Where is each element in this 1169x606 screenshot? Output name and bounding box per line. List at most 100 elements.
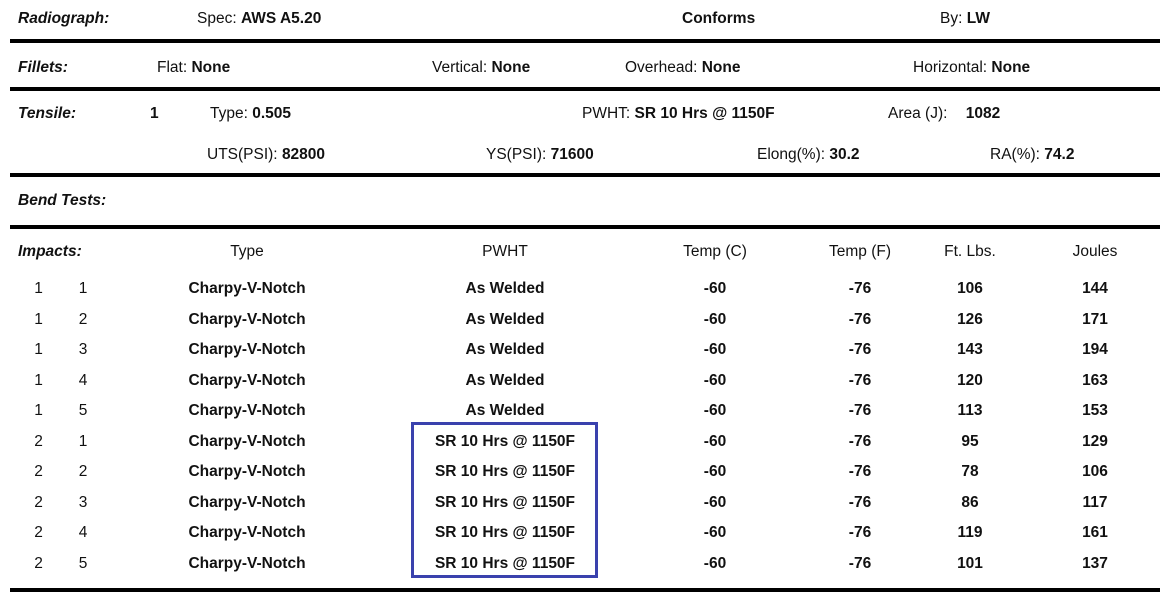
joules-cell: 161	[1082, 524, 1108, 542]
ys-value: 71600	[550, 146, 594, 163]
specimen-number-cell: 1	[78, 432, 88, 450]
overhead-label: Overhead:	[625, 59, 698, 76]
fillets-overhead-field: Overhead: None	[625, 59, 740, 77]
ft-lbs-cell: 106	[957, 280, 983, 298]
radiograph-label: Radiograph:	[18, 10, 110, 27]
temp-c-cell: -60	[703, 402, 727, 420]
specimen-number-cell: 2	[78, 463, 88, 481]
temp-f-cell: -76	[848, 432, 872, 450]
temp-f-cell: -76	[848, 310, 872, 328]
specimen-number-cell: 2	[78, 310, 88, 328]
ra-label: RA(%):	[990, 146, 1040, 163]
ft-lbs-cell: 101	[957, 554, 983, 572]
group-number-cell: 1	[34, 280, 43, 298]
pwht-cell: As Welded	[465, 280, 545, 298]
divider-1	[10, 39, 1160, 43]
col-header-type: Type	[230, 242, 264, 260]
elong-value: 30.2	[829, 146, 860, 163]
type-cell: Charpy-V-Notch	[188, 402, 306, 420]
fillets-horizontal-field: Horizontal: None	[913, 59, 1030, 77]
group-number-cell: 1	[34, 310, 43, 328]
divider-bottom	[10, 588, 1160, 592]
ft-lbs-cell: 119	[957, 524, 983, 542]
ft-lbs-cell: 95	[961, 432, 979, 450]
specimen-number-cell: 4	[78, 371, 88, 389]
joules-cell: 153	[1082, 402, 1108, 420]
bend-tests-label: Bend Tests:	[18, 192, 107, 209]
temp-c-cell: -60	[703, 493, 727, 511]
tensile-area-field: Area (J): 1082	[888, 105, 1000, 123]
type-cell: Charpy-V-Notch	[188, 493, 306, 511]
temp-f-cell: -76	[848, 402, 872, 420]
divider-2	[10, 87, 1160, 91]
spec-value: AWS A5.20	[240, 10, 322, 27]
pwht-cell-highlighted: SR 10 Hrs @ 1150F	[434, 493, 576, 511]
vertical-value: None	[491, 59, 531, 76]
tensile-pwht-field: PWHT: SR 10 Hrs @ 1150F	[582, 105, 775, 123]
group-number-cell: 2	[34, 493, 43, 511]
specimen-number-cell: 1	[78, 280, 88, 298]
temp-f-cell: -76	[848, 463, 872, 481]
fillets-label: Fillets:	[18, 59, 68, 76]
joules-cell: 144	[1082, 280, 1108, 298]
divider-3	[10, 173, 1160, 177]
ft-lbs-cell: 78	[961, 463, 979, 481]
joules-cell: 171	[1082, 310, 1108, 328]
temp-f-cell: -76	[848, 493, 872, 511]
ft-lbs-cell: 120	[957, 371, 983, 389]
flat-value: None	[191, 59, 231, 76]
type-cell: Charpy-V-Notch	[188, 432, 306, 450]
temp-c-cell: -60	[703, 554, 727, 572]
col-header-ft-lbs: Ft. Lbs.	[944, 242, 996, 260]
tensile-ra-field: RA(%): 74.2	[990, 146, 1074, 164]
type-cell: Charpy-V-Notch	[188, 310, 306, 328]
impact-row: 2 5 Charpy-V-Notch SR 10 Hrs @ 1150F -60…	[15, 549, 1160, 580]
area-label: Area (J):	[888, 105, 948, 122]
fillets-flat-field: Flat: None	[157, 59, 230, 77]
temp-f-cell: -76	[848, 554, 872, 572]
group-number-cell: 2	[34, 463, 43, 481]
pwht-cell: As Welded	[465, 402, 545, 420]
tensile-type-field: Type: 0.505	[210, 105, 291, 123]
tensile-uts-field: UTS(PSI): 82800	[207, 146, 325, 164]
col-header-pwht: PWHT	[482, 242, 528, 260]
impact-row: 1 5 Charpy-V-Notch As Welded -60 -76 113…	[15, 396, 1160, 427]
area-value: 1082	[965, 105, 1001, 122]
by-value: LW	[966, 10, 990, 27]
type-cell: Charpy-V-Notch	[188, 371, 306, 389]
radiograph-by-field: By: LW	[940, 10, 990, 28]
ys-label: YS(PSI):	[486, 146, 547, 163]
overhead-value: None	[701, 59, 741, 76]
impacts-table: Impacts: Type PWHT Temp (C) Temp (F) Ft.…	[15, 229, 1160, 579]
impact-row: 1 3 Charpy-V-Notch As Welded -60 -76 143…	[15, 335, 1160, 366]
horizontal-label: Horizontal:	[913, 59, 988, 76]
ft-lbs-cell: 86	[961, 493, 979, 511]
joules-cell: 117	[1082, 493, 1108, 511]
flat-label: Flat:	[157, 59, 188, 76]
pwht-cell-highlighted: SR 10 Hrs @ 1150F	[434, 524, 576, 542]
temp-c-cell: -60	[703, 341, 727, 359]
group-number-cell: 2	[34, 554, 43, 572]
specimen-number-cell: 5	[78, 554, 88, 572]
tensile-elong-field: Elong(%): 30.2	[757, 146, 860, 164]
impacts-tbody: 1 1 Charpy-V-Notch As Welded -60 -76 106…	[15, 274, 1160, 579]
joules-cell: 163	[1082, 371, 1108, 389]
impacts-header-row: Impacts: Type PWHT Temp (C) Temp (F) Ft.…	[15, 229, 1160, 274]
temp-f-cell: -76	[848, 524, 872, 542]
temp-f-cell: -76	[848, 280, 872, 298]
temp-c-cell: -60	[703, 280, 727, 298]
vertical-label: Vertical:	[432, 59, 488, 76]
impacts-label: Impacts:	[18, 242, 82, 260]
pwht-cell-highlighted: SR 10 Hrs @ 1150F	[434, 432, 576, 450]
tensile-ys-field: YS(PSI): 71600	[486, 146, 594, 164]
radiograph-spec-field: Spec: AWS A5.20	[197, 10, 321, 28]
ra-value: 74.2	[1044, 146, 1075, 163]
temp-c-cell: -60	[703, 524, 727, 542]
impact-row: 2 4 Charpy-V-Notch SR 10 Hrs @ 1150F -60…	[15, 518, 1160, 549]
specimen-number-cell: 3	[78, 493, 88, 511]
by-label: By:	[940, 10, 963, 27]
type-cell: Charpy-V-Notch	[188, 341, 306, 359]
temp-c-cell: -60	[703, 371, 727, 389]
pwht-cell: As Welded	[465, 310, 545, 328]
